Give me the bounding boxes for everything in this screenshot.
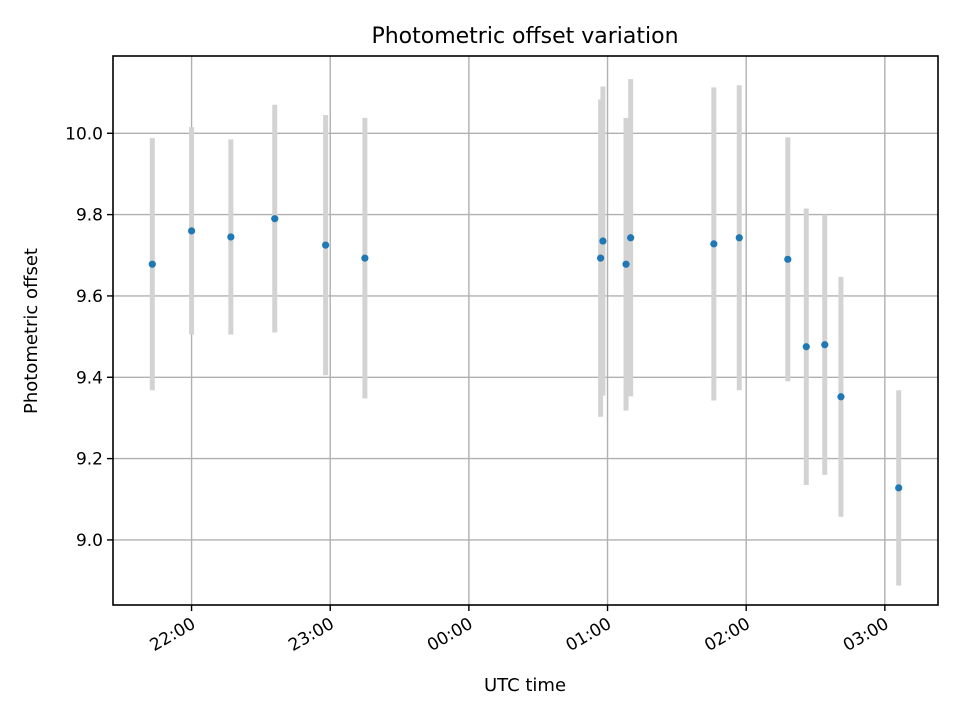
data-point <box>187 227 196 235</box>
data-point <box>597 254 605 262</box>
data-point <box>710 240 718 248</box>
data-point <box>735 234 743 242</box>
data-point <box>895 484 903 492</box>
x-tick-label: 23:00 <box>285 614 337 656</box>
x-tick-label: 01:00 <box>563 614 615 656</box>
error-bars <box>149 79 902 586</box>
plot-frame <box>112 55 939 606</box>
data-point <box>148 260 156 268</box>
x-tick-label: 00:00 <box>424 614 476 656</box>
data-point <box>322 241 330 249</box>
y-axis-label: Photometric offset <box>21 248 42 414</box>
data-point <box>622 260 630 268</box>
grid <box>113 56 938 605</box>
y-tick-label: 9.6 <box>76 287 103 307</box>
y-tick-label: 9.0 <box>76 531 103 551</box>
x-tick-label: 03:00 <box>840 614 892 656</box>
data-point <box>271 215 279 223</box>
y-tick-label: 9.4 <box>76 368 103 388</box>
y-tick-label: 10.0 <box>65 124 103 144</box>
data-points <box>148 215 903 492</box>
chart-title: Photometric offset variation <box>371 24 678 49</box>
data-point <box>227 233 235 241</box>
data-point <box>821 341 829 349</box>
y-tick-label: 9.2 <box>76 450 103 470</box>
x-axis-label: UTC time <box>484 675 566 696</box>
data-point <box>599 237 607 245</box>
data-point <box>802 343 810 351</box>
x-tick-label: 02:00 <box>701 614 753 656</box>
data-point <box>361 254 369 262</box>
y-tick-label: 9.8 <box>76 206 103 226</box>
x-tick-label: 22:00 <box>147 614 199 656</box>
data-point <box>837 393 845 401</box>
data-point <box>627 234 635 242</box>
data-point <box>784 255 792 263</box>
